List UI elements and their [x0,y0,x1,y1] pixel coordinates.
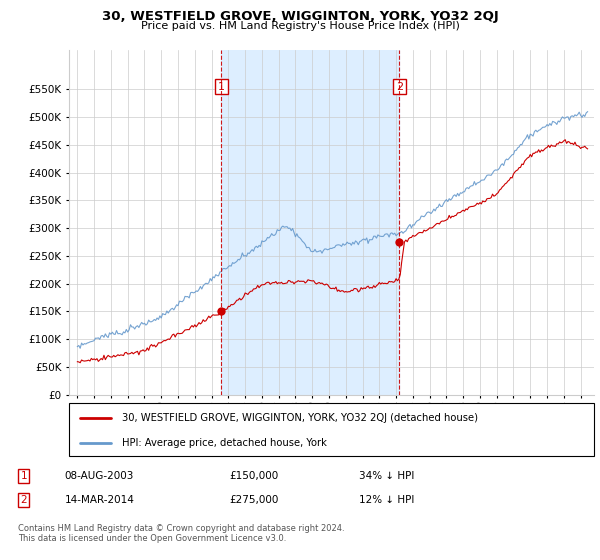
Text: 2: 2 [20,495,27,505]
Text: £150,000: £150,000 [229,472,278,482]
Text: 30, WESTFIELD GROVE, WIGGINTON, YORK, YO32 2QJ: 30, WESTFIELD GROVE, WIGGINTON, YORK, YO… [101,10,499,23]
Text: 08-AUG-2003: 08-AUG-2003 [65,472,134,482]
Text: 2: 2 [396,82,403,92]
Text: 34% ↓ HPI: 34% ↓ HPI [359,472,414,482]
Text: 12% ↓ HPI: 12% ↓ HPI [359,495,414,505]
Text: 1: 1 [20,472,27,482]
FancyBboxPatch shape [69,403,594,456]
Bar [221,50,400,395]
Text: Contains HM Land Registry data © Crown copyright and database right 2024.
This d: Contains HM Land Registry data © Crown c… [18,524,344,543]
Text: Price paid vs. HM Land Registry's House Price Index (HPI): Price paid vs. HM Land Registry's House … [140,21,460,31]
Text: 14-MAR-2014: 14-MAR-2014 [65,495,134,505]
Text: 30, WESTFIELD GROVE, WIGGINTON, YORK, YO32 2QJ (detached house): 30, WESTFIELD GROVE, WIGGINTON, YORK, YO… [121,413,478,423]
Text: 1: 1 [218,82,225,92]
Text: HPI: Average price, detached house, York: HPI: Average price, detached house, York [121,438,326,448]
Text: £275,000: £275,000 [229,495,279,505]
